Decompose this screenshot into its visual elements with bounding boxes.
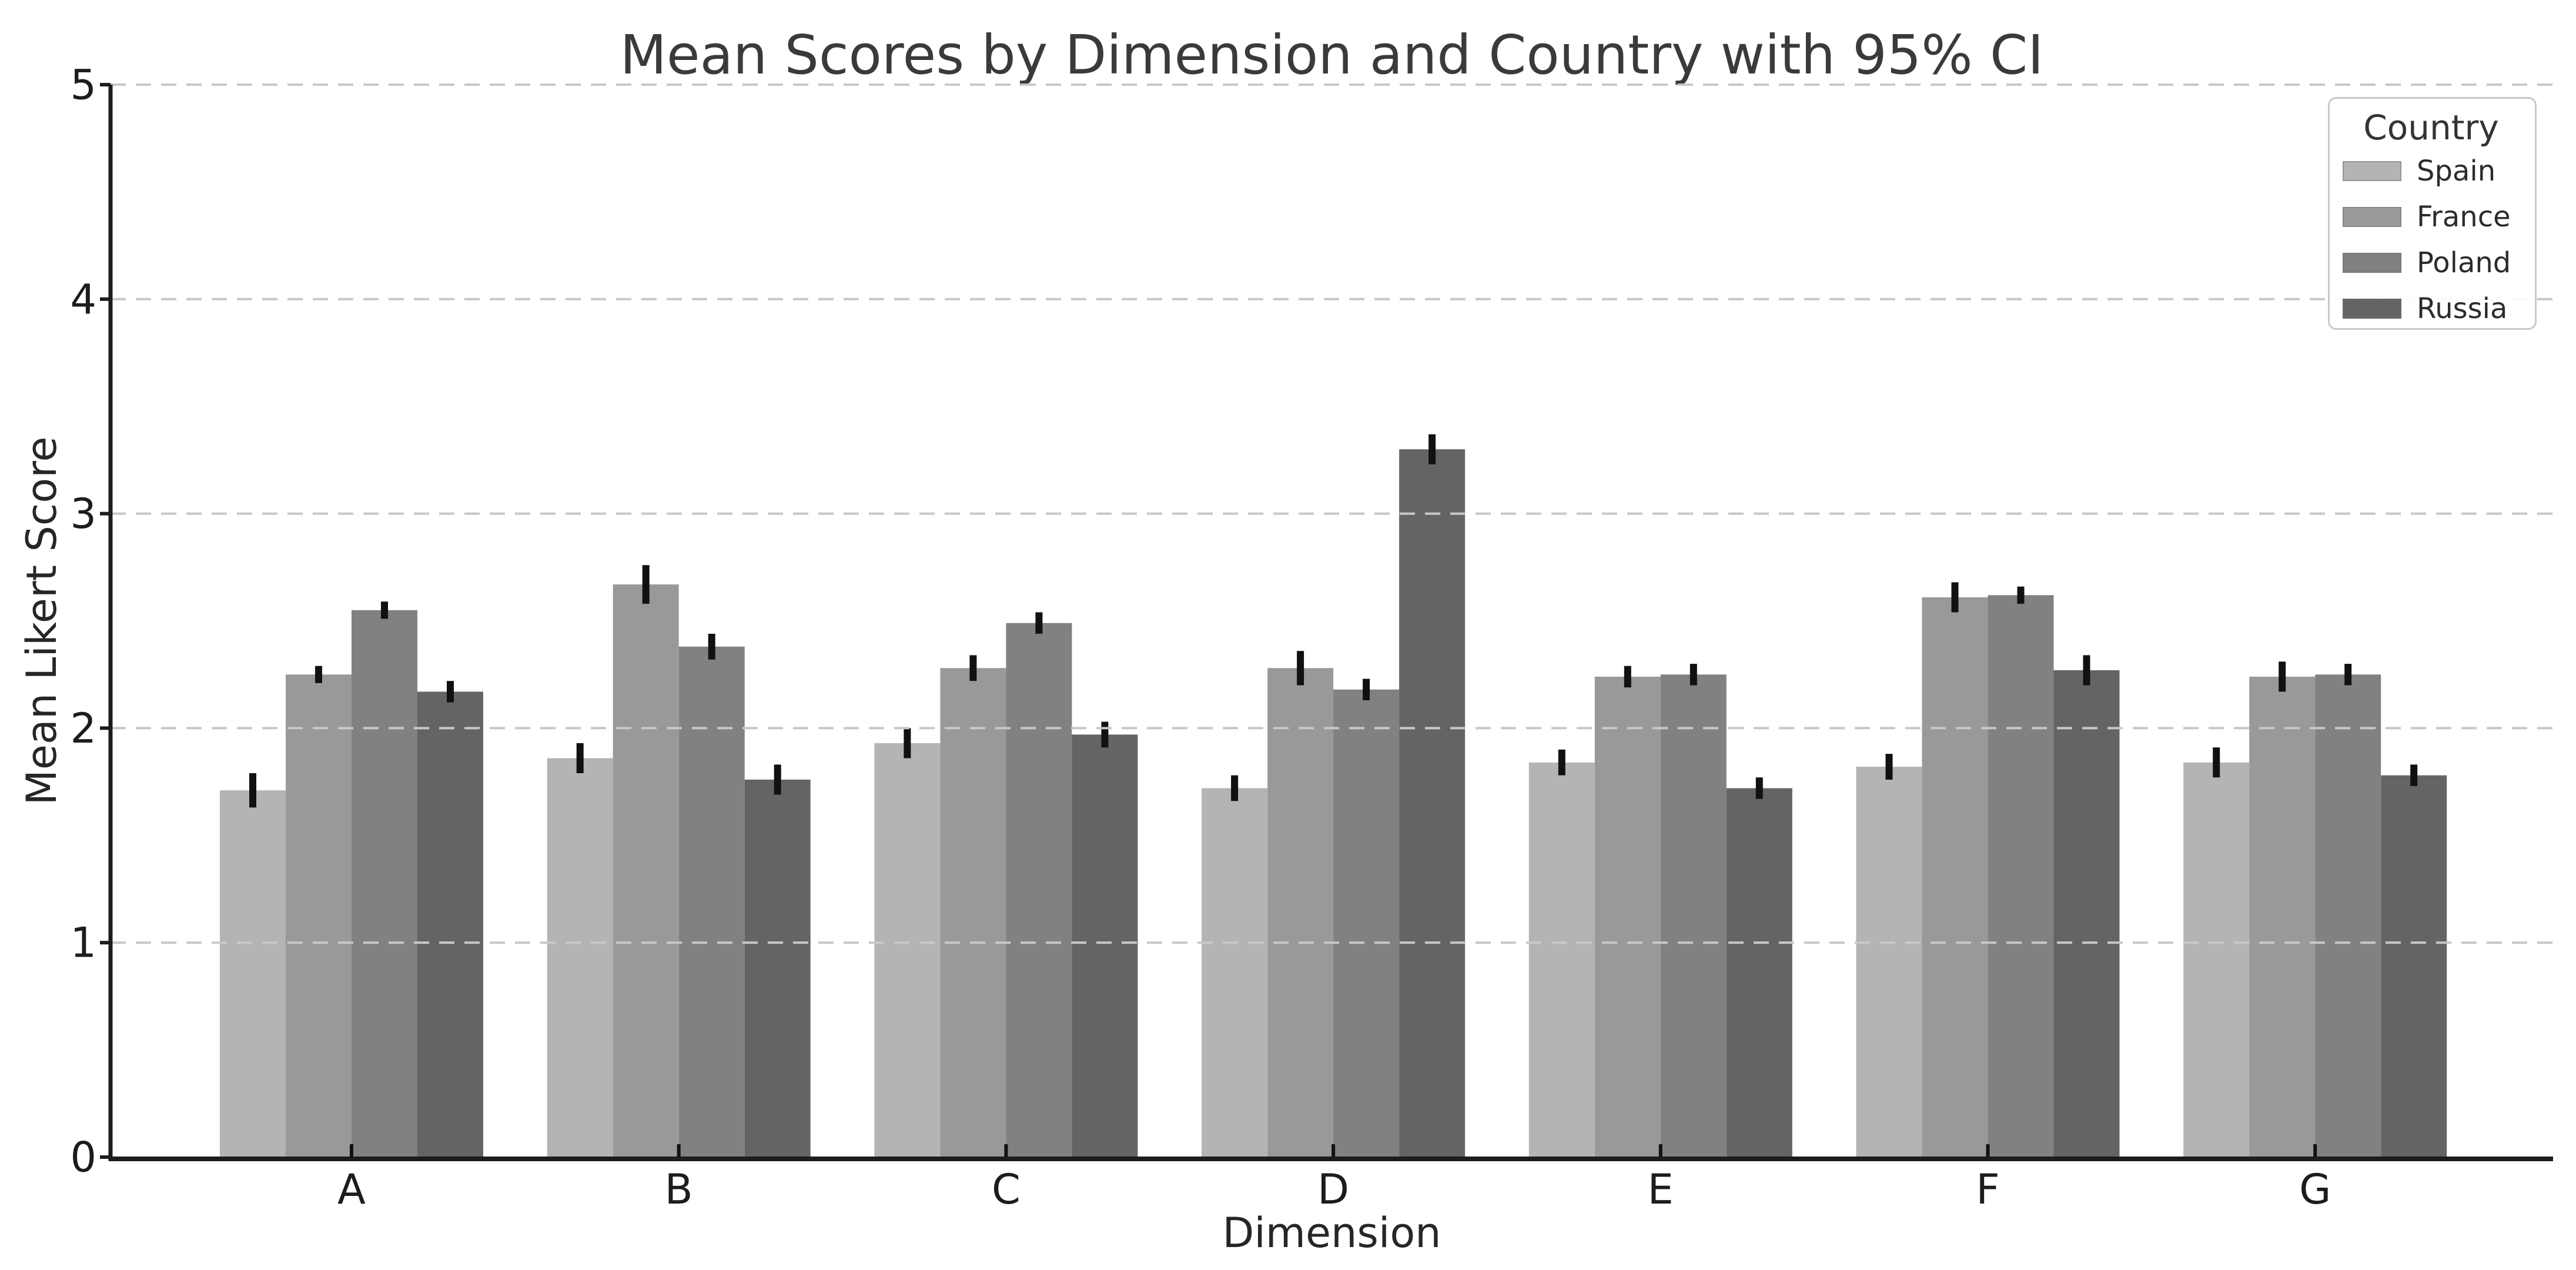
y-tick-label-3: 3	[70, 490, 96, 538]
x-tick-label-B: B	[665, 1165, 693, 1214]
legend-swatch-Spain	[2343, 161, 2401, 181]
bar-D-France	[1267, 668, 1334, 1157]
y-axis-title: Mean Likert Score	[18, 436, 66, 806]
legend-item-Spain: Spain	[2343, 157, 2535, 185]
legend-label-Spain: Spain	[2417, 154, 2496, 188]
bar-F-Poland	[1988, 595, 2054, 1157]
legend-label-France: France	[2417, 200, 2511, 233]
y-tick-label-0: 0	[70, 1134, 96, 1182]
y-tick-label-2: 2	[70, 704, 96, 753]
bar-F-Russia	[2053, 670, 2120, 1157]
legend-swatch-Russia	[2343, 298, 2401, 319]
bar-G-Russia	[2381, 775, 2447, 1157]
bar-B-Spain	[547, 758, 613, 1157]
bar-F-Spain	[1856, 767, 1922, 1157]
x-tick-label-D: D	[1317, 1165, 1349, 1214]
bar-D-Russia	[1399, 449, 1466, 1158]
bar-G-Poland	[2315, 674, 2381, 1157]
legend-title: Country	[2363, 108, 2499, 148]
bar-G-France	[2249, 676, 2316, 1157]
bar-D-Spain	[1202, 788, 1268, 1157]
bar-E-Poland	[1660, 674, 1727, 1157]
legend-item-Poland: Poland	[2343, 249, 2535, 277]
bar-A-France	[286, 674, 352, 1157]
legend: Country Spain France Poland Russia	[2328, 97, 2537, 330]
chart-title: Mean Scores by Dimension and Country wit…	[620, 24, 2044, 86]
bar-B-Russia	[744, 779, 811, 1157]
bar-E-France	[1594, 676, 1661, 1157]
x-tick-label-F: F	[1976, 1165, 1999, 1214]
legend-swatch-France	[2343, 206, 2401, 227]
y-tick-label-5: 5	[70, 61, 96, 109]
bar-G-Spain	[2183, 762, 2250, 1157]
legend-label-Poland: Poland	[2417, 246, 2511, 279]
x-tick-label-E: E	[1648, 1165, 1674, 1214]
bar-C-Russia	[1072, 734, 1138, 1157]
bar-C-Poland	[1006, 623, 1072, 1157]
bar-D-Poland	[1333, 689, 1400, 1157]
legend-items: Spain France Poland Russia	[2343, 157, 2535, 323]
bar-A-Russia	[417, 691, 483, 1157]
legend-item-France: France	[2343, 203, 2535, 231]
x-axis-title: Dimension	[1222, 1209, 1441, 1257]
x-tick-label-A: A	[337, 1165, 366, 1214]
y-tick-label-4: 4	[70, 275, 96, 323]
x-tick-label-G: G	[2299, 1165, 2331, 1214]
bar-E-Russia	[1726, 788, 1792, 1157]
bar-A-Poland	[352, 610, 417, 1157]
bar-A-Spain	[220, 790, 286, 1157]
bar-C-Spain	[874, 743, 941, 1157]
y-tick-label-1: 1	[70, 919, 96, 967]
bar-C-France	[940, 668, 1006, 1157]
bar-B-France	[613, 584, 679, 1157]
legend-label-Russia: Russia	[2417, 292, 2508, 325]
legend-swatch-Poland	[2343, 252, 2401, 273]
x-tick-label-C: C	[992, 1165, 1021, 1214]
bar-E-Spain	[1528, 762, 1595, 1157]
bar-B-Poland	[678, 646, 745, 1157]
legend-item-Russia: Russia	[2343, 295, 2535, 323]
bar-F-France	[1922, 597, 1988, 1157]
